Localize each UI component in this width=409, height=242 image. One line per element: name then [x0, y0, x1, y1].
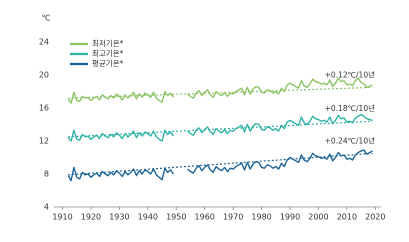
- x-tick-label: 2020: [365, 213, 385, 222]
- x-tick-label: 1990: [280, 213, 300, 222]
- legend-label: 최고기온*: [92, 48, 124, 58]
- x-tick-label: 1930: [109, 213, 129, 222]
- y-tick-label: 4: [44, 203, 49, 212]
- legend-label: 평균기온*: [92, 58, 124, 68]
- y-tick-label: 16: [39, 104, 49, 113]
- trend-line: [68, 86, 373, 99]
- x-tick-label: 1910: [52, 213, 72, 222]
- x-tick-label: 1940: [138, 213, 158, 222]
- x-tick-label: 2000: [308, 213, 328, 222]
- trend-label: +0.18℃/10년: [325, 103, 375, 113]
- x-tick-label: 2010: [337, 213, 357, 222]
- y-tick-label: 20: [39, 71, 49, 80]
- x-tick-label: 1980: [251, 213, 271, 222]
- y-tick-label: 12: [39, 137, 49, 146]
- y-tick-label: 24: [39, 38, 49, 47]
- series-line: [67, 77, 373, 104]
- trend-line: [68, 120, 373, 138]
- trend-line: [68, 152, 373, 176]
- trend-label: +0.24℃/10년: [325, 135, 375, 145]
- y-tick-label: 8: [44, 170, 49, 179]
- series-line: [67, 149, 373, 182]
- x-tick-label: 1950: [166, 213, 186, 222]
- unit-label: ℃: [42, 14, 51, 23]
- x-tick-label: 1920: [81, 213, 101, 222]
- x-tick-label: 1970: [223, 213, 243, 222]
- trend-label: +0.12℃/10년: [325, 69, 375, 79]
- legend-label: 최저기온*: [92, 38, 124, 48]
- series-line: [67, 113, 373, 142]
- x-tick-label: 1960: [195, 213, 215, 222]
